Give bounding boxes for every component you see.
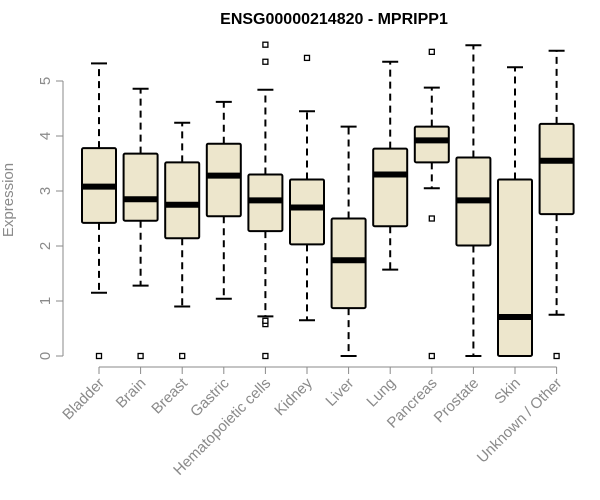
box-group bbox=[164, 121, 201, 360]
y-tick-label: 5 bbox=[37, 77, 54, 85]
box-iqr bbox=[330, 217, 367, 310]
box-group bbox=[247, 41, 284, 360]
chart-title: ENSG00000214820 - MPRIPP1 bbox=[220, 11, 448, 28]
outlier-point bbox=[553, 352, 560, 360]
box-iqr bbox=[372, 147, 409, 228]
box-iqr bbox=[413, 125, 450, 164]
outlier-point bbox=[428, 215, 435, 222]
box-group bbox=[372, 60, 409, 271]
box-group bbox=[538, 49, 575, 360]
box-group bbox=[455, 44, 492, 357]
outlier-point bbox=[262, 41, 269, 48]
box-group bbox=[497, 66, 533, 357]
x-tick-label: Prostate bbox=[431, 375, 483, 427]
y-axis-label: Expression bbox=[0, 163, 17, 237]
outlier-point bbox=[179, 352, 186, 360]
box-iqr bbox=[122, 152, 159, 222]
outlier-point bbox=[262, 58, 269, 65]
y-tick-label: 1 bbox=[37, 297, 54, 305]
outlier-point bbox=[428, 352, 435, 360]
y-axis: 0 1 2 3 4 5 bbox=[37, 77, 64, 360]
y-tick-label: 0 bbox=[37, 352, 54, 360]
box-iqr bbox=[164, 161, 201, 240]
x-tick-label: Kidney bbox=[271, 374, 316, 419]
outlier-point bbox=[428, 48, 435, 55]
outlier-point bbox=[262, 317, 269, 324]
box-group bbox=[81, 62, 117, 360]
outlier-point bbox=[95, 352, 103, 360]
box-iqr bbox=[205, 142, 242, 218]
outlier-point bbox=[303, 54, 311, 62]
box-iqr bbox=[289, 178, 325, 246]
box-group bbox=[413, 48, 450, 360]
outlier-point bbox=[137, 352, 144, 360]
plot-area bbox=[81, 41, 575, 360]
y-tick-label: 2 bbox=[37, 242, 54, 250]
x-tick-label: Lung bbox=[363, 375, 399, 411]
outlier-point bbox=[262, 352, 269, 360]
box-iqr bbox=[497, 178, 533, 357]
box-iqr bbox=[538, 122, 575, 216]
y-tick-label: 4 bbox=[37, 132, 54, 140]
x-tick-label: Breast bbox=[148, 374, 191, 417]
box-group bbox=[122, 87, 159, 360]
x-tick-label: Skin bbox=[491, 375, 524, 408]
x-tick-label: Liver bbox=[322, 375, 357, 410]
x-tick-label: Brain bbox=[113, 375, 150, 412]
box-group bbox=[330, 125, 367, 357]
x-tick-label: Bladder bbox=[59, 375, 108, 424]
box-group bbox=[289, 54, 325, 322]
y-tick-label: 3 bbox=[37, 187, 54, 195]
box-group bbox=[205, 100, 242, 300]
